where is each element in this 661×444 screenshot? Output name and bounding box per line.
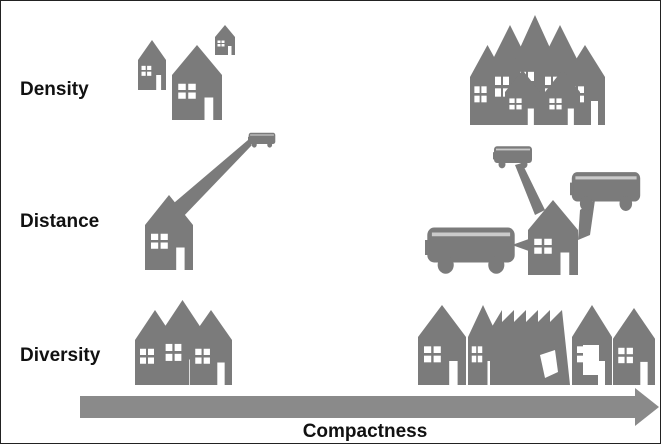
distance-label: Distance (20, 211, 99, 232)
diagram: Density Distance Diversity (0, 0, 661, 444)
diversity-label: Diversity (20, 345, 101, 366)
axis-label: Compactness (303, 421, 428, 442)
page: Density Distance Diversity (0, 0, 661, 444)
density-label: Density (20, 79, 89, 100)
